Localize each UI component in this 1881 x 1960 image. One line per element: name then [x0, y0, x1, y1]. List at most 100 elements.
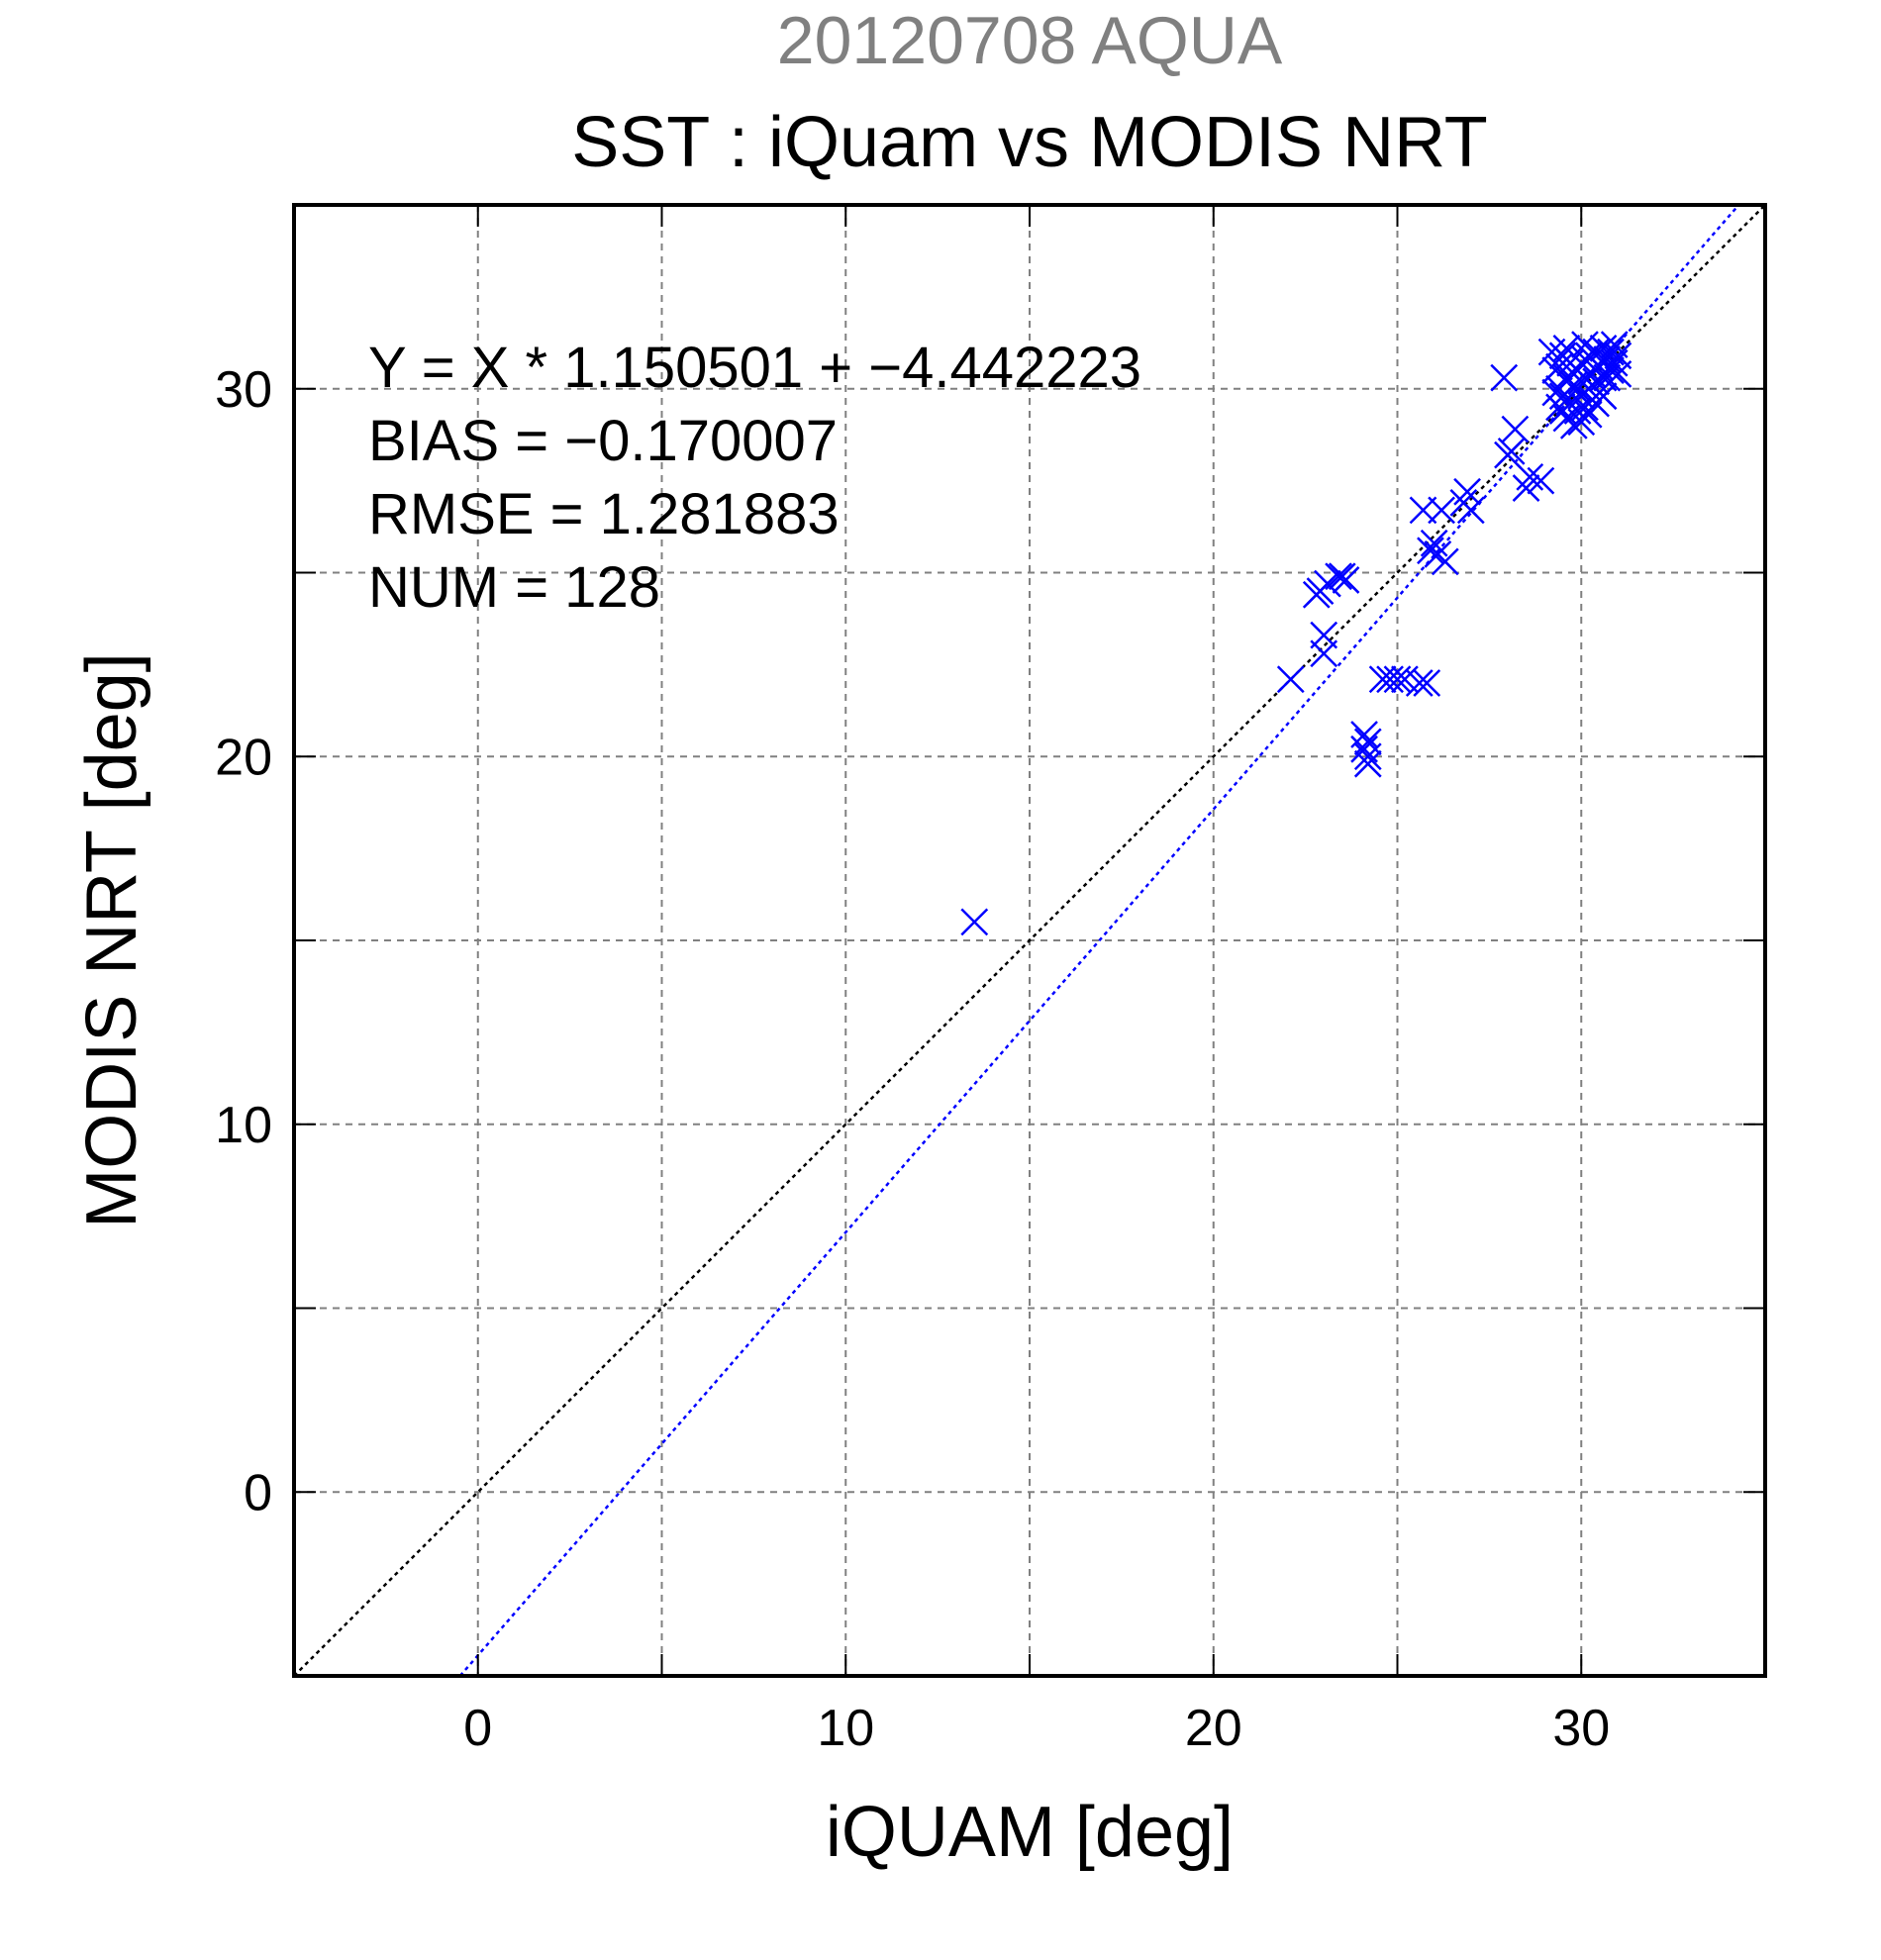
data-point-stroke [1405, 669, 1434, 697]
rmse-text: RMSE = 1.281883 [368, 482, 840, 546]
data-point [1405, 669, 1434, 697]
data-point [1276, 665, 1305, 694]
data-point-stroke [1353, 728, 1382, 756]
data-point-stroke [1600, 331, 1629, 359]
data-point [1376, 665, 1404, 694]
data-point-stroke [1582, 338, 1610, 366]
data-point [1353, 742, 1382, 771]
regression-fit-line [458, 204, 1740, 1677]
plot-area [292, 203, 1767, 1678]
data-point-stroke [1456, 496, 1485, 525]
y-tick-label: 10 [215, 1097, 272, 1154]
data-point [1383, 665, 1412, 694]
data-point-stroke [1383, 665, 1412, 694]
data-point [1497, 438, 1526, 465]
data-point [1490, 363, 1519, 392]
plot-frame [292, 203, 1767, 1678]
y-axis-title: MODIS NRT [deg] [72, 652, 151, 1228]
data-point-stroke [1325, 562, 1352, 591]
data-point [1589, 335, 1618, 362]
data-point [1420, 529, 1448, 557]
data-point [1453, 477, 1481, 506]
data-point-stroke [1453, 477, 1481, 506]
data-point [1600, 331, 1629, 359]
y-tick-label: 0 [244, 1464, 272, 1521]
data-point [1310, 639, 1338, 668]
grid-lines [294, 205, 1765, 1676]
data-point [1552, 335, 1581, 362]
data-point-stroke [1391, 665, 1419, 694]
data-point [1353, 728, 1382, 756]
data-point-stroke [1604, 360, 1633, 388]
data-point [960, 908, 989, 936]
y-tick-labels: 0 10 20 30 [215, 361, 272, 1522]
fit-equation-text: Y = X * 1.150501 + −4.442223 [368, 336, 1141, 400]
data-point-stroke [1376, 665, 1404, 694]
data-point-stroke [1490, 363, 1519, 392]
x-tick-label: 10 [817, 1700, 874, 1757]
data-point-stroke [1368, 665, 1397, 694]
data-point-stroke [1413, 669, 1441, 697]
x-axis-title: iQUAM [deg] [826, 1793, 1234, 1872]
y-tick-label: 20 [215, 729, 272, 786]
x-tick-label: 0 [463, 1700, 492, 1757]
data-point-stroke [1497, 438, 1526, 465]
stats-annotation: Y = X * 1.150501 + −4.442223 BIAS = −0.1… [368, 336, 1141, 620]
data-point-stroke [1350, 735, 1378, 763]
data-point [1353, 749, 1382, 778]
bias-text: BIAS = −0.170007 [368, 409, 838, 473]
data-point-stroke [960, 908, 989, 936]
data-point-stroke [1559, 360, 1588, 388]
data-point [1597, 338, 1625, 366]
data-point-stroke [1428, 496, 1455, 525]
x-tick-label: 30 [1552, 1700, 1610, 1757]
data-point [1368, 665, 1397, 694]
data-point-stroke [1332, 566, 1360, 594]
data-points [960, 331, 1633, 936]
data-point-stroke [1527, 466, 1555, 495]
data-point-stroke [1353, 742, 1382, 771]
data-point [1548, 397, 1577, 425]
data-point [1431, 547, 1459, 576]
data-point [1593, 363, 1622, 392]
data-point [1578, 371, 1607, 399]
data-point-stroke [1574, 342, 1603, 370]
data-point-stroke [1431, 547, 1459, 576]
x-tick-labels: 0 10 20 30 [463, 1700, 1610, 1757]
data-point [1574, 342, 1603, 370]
data-point-stroke [1589, 335, 1618, 362]
data-point-stroke [1501, 415, 1530, 443]
identity-line [293, 204, 1766, 1677]
data-point [1417, 537, 1444, 565]
data-point [1456, 496, 1485, 525]
data-point [1350, 721, 1378, 748]
chart-title: SST : iQuam vs MODIS NRT [571, 103, 1488, 182]
data-point-stroke [1548, 397, 1577, 425]
data-point [1512, 474, 1540, 502]
data-point [1413, 669, 1441, 697]
y-tick-label: 30 [215, 361, 272, 419]
data-point-stroke [1353, 749, 1382, 778]
data-point [1325, 562, 1352, 591]
reference-lines [293, 204, 1766, 1677]
data-point-stroke [1567, 408, 1596, 437]
data-point-stroke [1350, 721, 1378, 748]
data-point [1545, 352, 1573, 381]
data-point [1501, 415, 1530, 443]
data-point-stroke [1545, 352, 1573, 381]
data-point-stroke [1571, 331, 1599, 359]
data-point-stroke [1593, 363, 1622, 392]
data-point-stroke [1417, 537, 1444, 565]
data-point-stroke [1276, 665, 1305, 694]
data-point-stroke [1578, 371, 1607, 399]
chart-supertitle: 20120708 AQUA [777, 3, 1283, 78]
data-point [1516, 463, 1544, 491]
data-point-stroke [1512, 474, 1540, 502]
data-point [1567, 408, 1596, 437]
data-point-stroke [1516, 463, 1544, 491]
data-point [1332, 566, 1360, 594]
data-point [1527, 466, 1555, 495]
data-point [1428, 496, 1455, 525]
data-point [1604, 360, 1633, 388]
